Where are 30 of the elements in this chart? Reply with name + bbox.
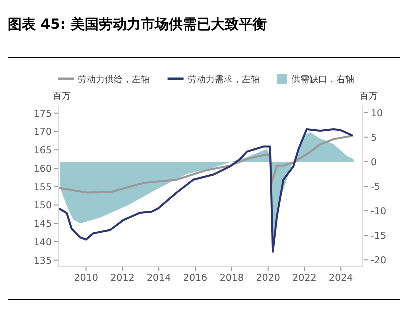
- y2-tick-label: -5: [371, 182, 380, 193]
- y-axis-title: 百万: [53, 92, 71, 102]
- y2-tick-label: -10: [371, 206, 387, 218]
- legend-label: 劳动力需求，左轴: [188, 74, 260, 86]
- chart-title: 图表 45: 美国劳动力市场供需已大致平衡: [8, 16, 267, 33]
- x-tick-label: 2010: [74, 273, 98, 284]
- y-tick-label: 175: [34, 108, 52, 120]
- y-tick-label: 145: [34, 219, 52, 230]
- y-tick-label: 155: [34, 182, 52, 194]
- x-tick-label: 2016: [183, 273, 208, 284]
- legend-label: 劳动力供给，左轴: [78, 74, 150, 86]
- y-tick-label: 170: [34, 127, 52, 138]
- x-tick-label: 2022: [292, 273, 317, 284]
- legend-label: 供需缺口，右轴: [291, 74, 354, 86]
- x-tick-label: 2014: [147, 273, 172, 284]
- y-tick-label: 135: [34, 256, 52, 267]
- x-tick-label: 2020: [256, 273, 280, 284]
- x-tick-label: 2012: [110, 273, 135, 284]
- y2-axis-title: 百万: [360, 92, 378, 102]
- y2-tick-label: -15: [371, 231, 387, 242]
- x-tick-label: 2018: [220, 273, 244, 284]
- y-tick-label: 165: [34, 146, 52, 157]
- y2-tick-label: -20: [371, 256, 387, 267]
- x-tick-label: 2024: [329, 273, 354, 284]
- y2-tick-label: 5: [371, 132, 378, 144]
- y-tick-label: 160: [34, 164, 52, 175]
- y-tick-label: 140: [34, 238, 52, 249]
- y-tick-label: 150: [34, 200, 52, 212]
- y2-tick-label: 10: [371, 108, 384, 120]
- y2-tick-label: 0: [371, 157, 378, 168]
